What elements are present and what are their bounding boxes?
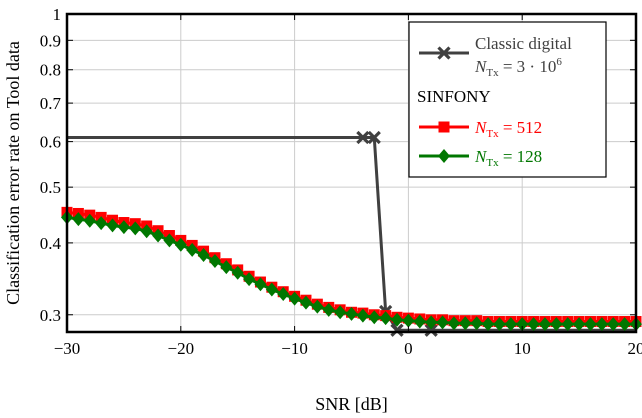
y-tick-label: 0.4 bbox=[40, 234, 62, 253]
data-point bbox=[607, 317, 620, 332]
data-point bbox=[83, 213, 96, 228]
y-tick-label: 0.8 bbox=[40, 61, 61, 80]
data-point bbox=[152, 228, 165, 243]
data-point bbox=[538, 317, 551, 332]
legend-marker bbox=[438, 149, 450, 163]
plot-frame bbox=[65, 12, 638, 334]
data-point bbox=[356, 308, 369, 323]
x-tick-label: 0 bbox=[404, 339, 413, 358]
data-point bbox=[402, 313, 415, 328]
data-point bbox=[117, 220, 130, 235]
data-point bbox=[299, 295, 312, 310]
series-line bbox=[66, 210, 636, 324]
data-point bbox=[493, 317, 506, 332]
data-point bbox=[72, 212, 85, 227]
x-tick-label: 20 bbox=[628, 339, 642, 358]
data-point bbox=[573, 317, 586, 332]
data-point bbox=[584, 317, 597, 332]
series-layer bbox=[61, 130, 642, 337]
data-point bbox=[311, 299, 324, 314]
y-tick-label: 0.9 bbox=[40, 31, 61, 50]
legend-label: Classic digital bbox=[475, 34, 572, 53]
legend-label: NTx = 512 bbox=[474, 118, 542, 140]
legend-marker bbox=[438, 121, 450, 133]
data-point bbox=[550, 317, 563, 332]
data-point bbox=[504, 317, 517, 332]
data-point bbox=[288, 291, 301, 306]
x-tick-label: −20 bbox=[168, 339, 195, 358]
data-point bbox=[140, 224, 153, 239]
data-point bbox=[95, 216, 108, 231]
data-point bbox=[379, 311, 392, 326]
data-point bbox=[527, 317, 540, 332]
legend-box bbox=[408, 21, 607, 178]
y-tick-label: 0.3 bbox=[40, 306, 61, 325]
data-point bbox=[482, 317, 495, 332]
legend-marker bbox=[437, 46, 451, 60]
data-point bbox=[595, 317, 608, 332]
data-point bbox=[277, 287, 290, 302]
data-point bbox=[129, 221, 142, 236]
data-point bbox=[220, 260, 233, 275]
x-tick-label: −10 bbox=[281, 339, 308, 358]
legend-label: NTx = 128 bbox=[474, 147, 542, 169]
data-point bbox=[265, 282, 278, 297]
data-point bbox=[561, 317, 574, 332]
data-point bbox=[390, 323, 404, 337]
legend: Classic digital NTx = 3 · 106 SINFONY NTx =… bbox=[408, 21, 607, 178]
data-point bbox=[322, 302, 335, 317]
data-point bbox=[413, 314, 426, 329]
data-point bbox=[424, 323, 438, 337]
legend-label: NTx = 3 · 106 bbox=[474, 56, 562, 79]
data-point bbox=[243, 272, 256, 287]
data-point bbox=[208, 254, 221, 269]
legend-entry-classic: Classic digital NTx = 3 · 106 bbox=[419, 34, 572, 79]
data-point bbox=[231, 265, 244, 280]
y-axis-title: Classification error rate on Tool data bbox=[3, 41, 23, 305]
data-point bbox=[356, 130, 370, 145]
y-tick-label: 0.6 bbox=[40, 133, 61, 152]
x-axis: −30 −20 −10 0 10 20 bbox=[54, 14, 642, 358]
data-point bbox=[367, 130, 381, 145]
data-point bbox=[334, 305, 347, 320]
y-axis: 0.3 0.4 0.5 0.6 0.7 0.8 0.9 1 bbox=[40, 5, 636, 325]
data-point bbox=[618, 317, 631, 332]
data-point bbox=[436, 315, 449, 330]
data-point bbox=[163, 233, 176, 248]
data-point bbox=[368, 310, 381, 325]
x-axis-title: SNR [dB] bbox=[315, 394, 388, 414]
legend-entry-n128: NTx = 128 bbox=[419, 147, 542, 169]
legend-group-heading: SINFONY bbox=[417, 87, 491, 106]
x-tick-label: −30 bbox=[54, 339, 81, 358]
y-tick-label: 1 bbox=[53, 5, 62, 24]
legend-entry-n512: NTx = 512 bbox=[419, 118, 542, 140]
data-point bbox=[470, 316, 483, 331]
data-point bbox=[106, 218, 119, 233]
data-point bbox=[186, 242, 199, 257]
data-point bbox=[254, 277, 267, 292]
data-point bbox=[516, 317, 529, 332]
data-point bbox=[425, 315, 438, 330]
data-point bbox=[391, 312, 404, 327]
x-tick-label: 10 bbox=[514, 339, 531, 358]
data-point bbox=[459, 316, 472, 331]
data-point bbox=[197, 248, 210, 263]
y-tick-label: 0.5 bbox=[40, 178, 61, 197]
data-point bbox=[174, 237, 187, 252]
y-tick-label: 0.7 bbox=[40, 94, 62, 113]
data-point bbox=[447, 316, 460, 331]
data-point bbox=[345, 306, 358, 321]
series-n128 bbox=[61, 210, 642, 332]
